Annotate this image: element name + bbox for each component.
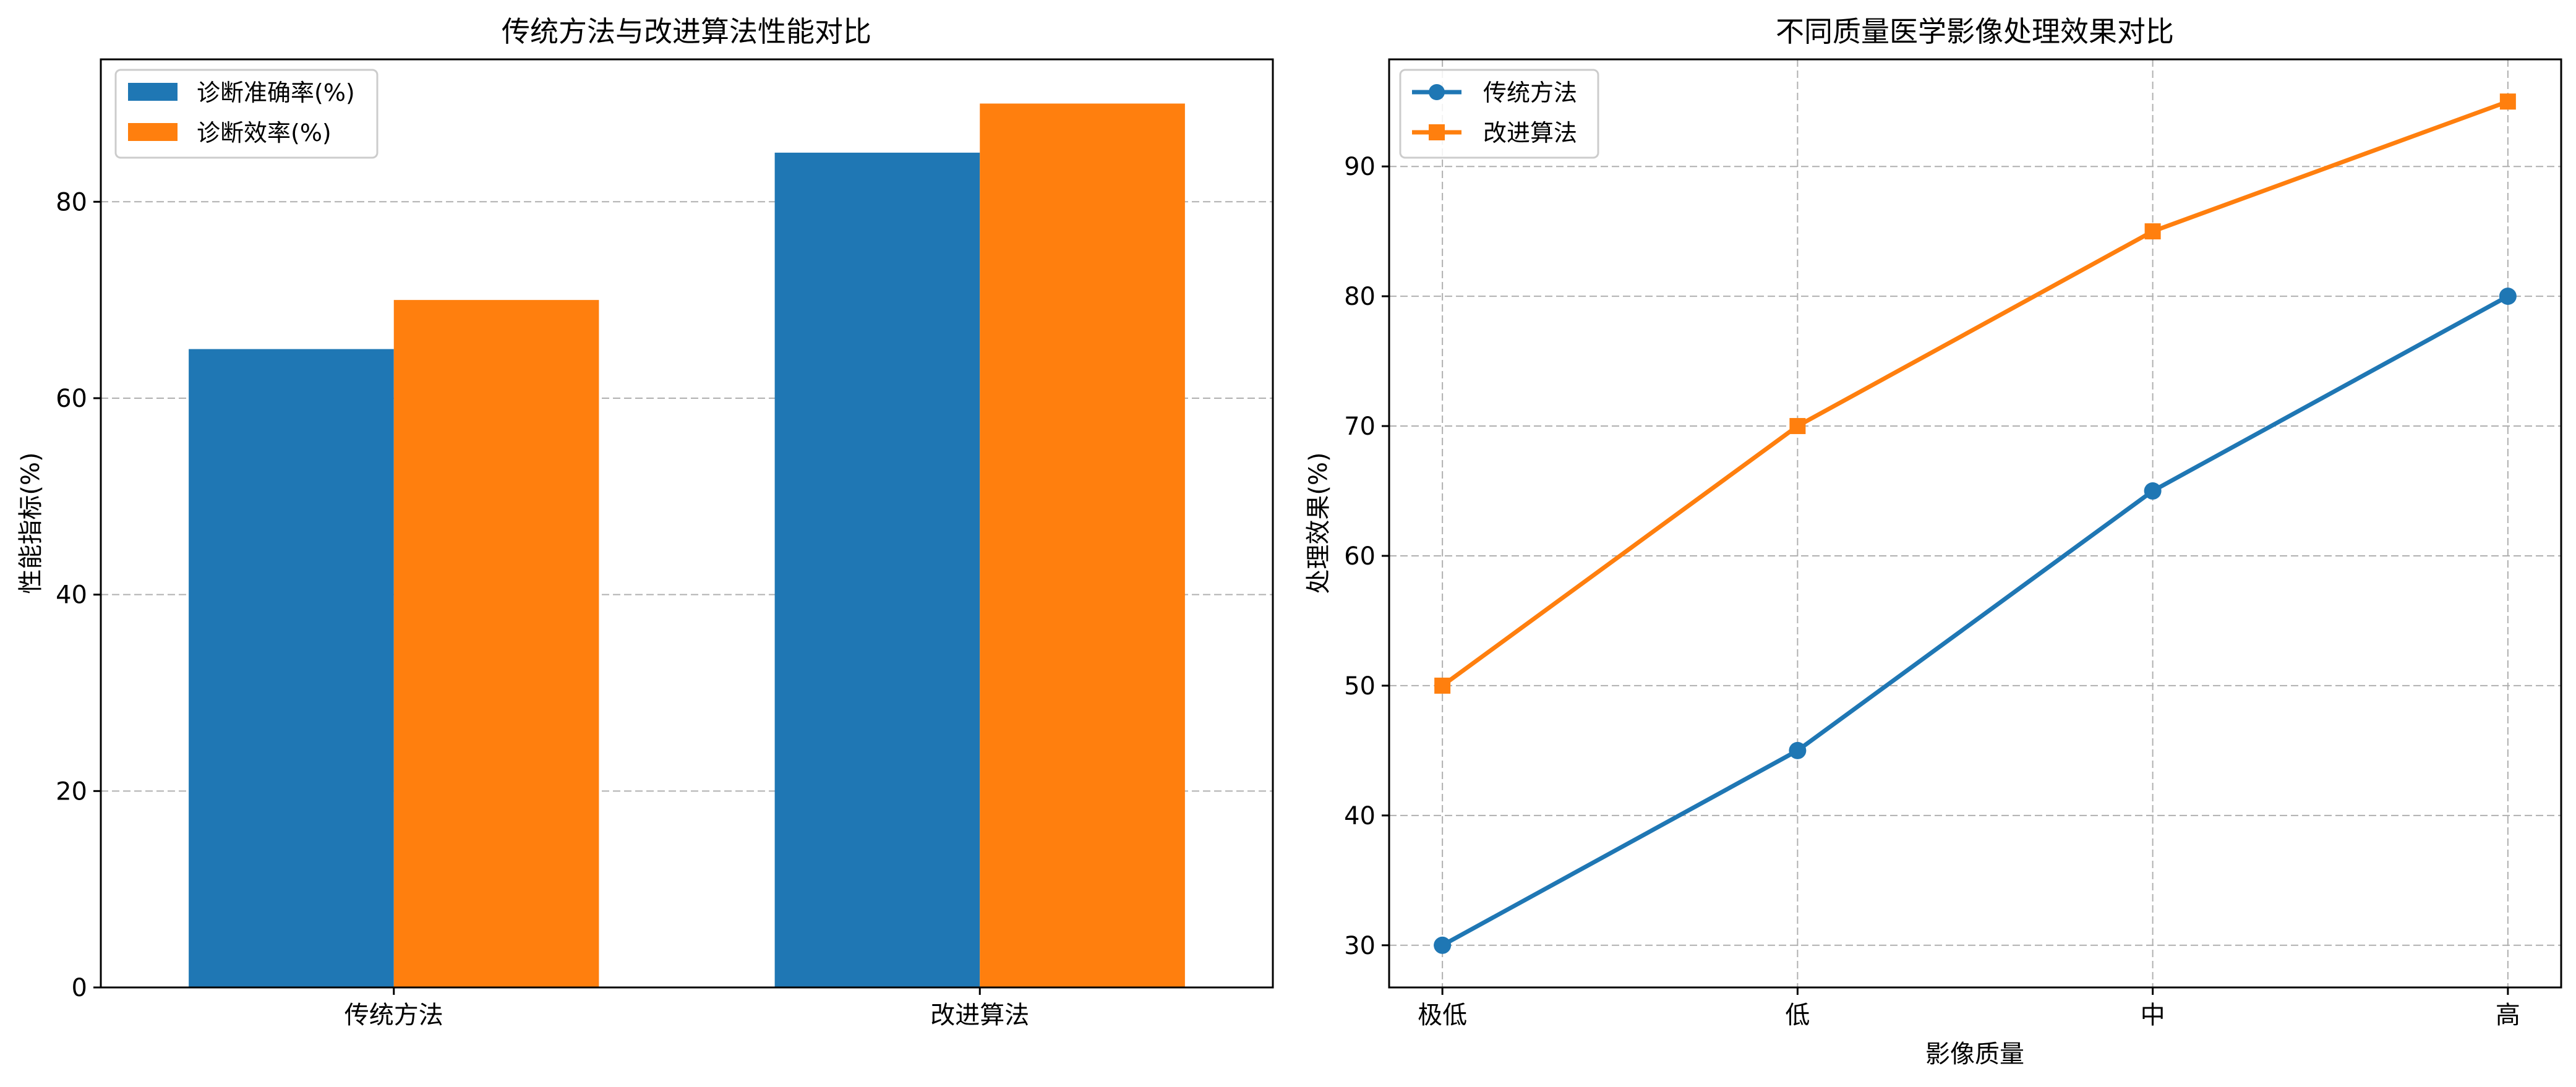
line-chart: 30 40 50 60 70 80 90 极低 低 中 高 不同质量医学影像处理效果对比 影像质量… xyxy=(1304,15,2562,1068)
line-point-traditional xyxy=(2144,482,2162,500)
bar-legend-box xyxy=(114,69,379,159)
bar-efficiency xyxy=(980,103,1185,987)
line-x-ticks: 极低 低 中 高 xyxy=(1418,987,2520,1029)
bar-y-tick-label: 0 xyxy=(72,974,87,1002)
line-point-improved xyxy=(1434,677,1451,694)
line-point-improved xyxy=(2144,223,2161,240)
line-x-tick-label: 高 xyxy=(2496,1001,2520,1029)
bar-y-ticks: 0 20 40 60 80 xyxy=(56,188,101,1002)
bar-legend-swatch-accuracy xyxy=(128,83,178,101)
bar-x-ticks: 传统方法 改进算法 xyxy=(344,987,1029,1029)
bar-legend: 诊断准确率(%) 诊断效率(%) xyxy=(114,69,379,159)
line-x-axis-label: 影像质量 xyxy=(1925,1040,2024,1068)
line-series-traditional xyxy=(1441,294,2509,947)
bar-accuracy xyxy=(774,152,980,988)
bar-plot-frame xyxy=(100,58,1274,989)
line-y-tick-label: 40 xyxy=(1344,802,1376,830)
line-plot-frame xyxy=(1388,58,2562,989)
line-marks xyxy=(1434,93,2517,954)
line-series-improved xyxy=(1441,99,2509,688)
bar-y-axis-label: 性能指标(%) xyxy=(17,452,45,594)
line-y-tick-label: 50 xyxy=(1344,672,1376,701)
line-legend-label-traditional: 传统方法 xyxy=(1483,79,1577,106)
line-point-traditional xyxy=(2499,288,2517,305)
bar-y-tick-label: 20 xyxy=(56,777,87,806)
line-y-axis-label: 处理效果(%) xyxy=(1304,452,1333,594)
line-gridlines xyxy=(1389,59,2561,987)
bar-legend-label-efficiency: 诊断效率(%) xyxy=(197,119,332,147)
line-point-improved xyxy=(1789,418,1806,435)
bar-chart: 0 20 40 60 80 传统方法 改进算法 传统方法与改进算法性能对比 性能指标(%)… xyxy=(17,15,1274,1029)
bar-chart-title: 传统方法与改进算法性能对比 xyxy=(502,15,871,48)
line-point-traditional xyxy=(1789,741,1807,759)
line-y-tick-label: 70 xyxy=(1344,412,1376,441)
bar-y-tick-label: 60 xyxy=(56,385,87,413)
bar-x-tick-label: 改进算法 xyxy=(930,1001,1029,1029)
bar-y-tick-label: 80 xyxy=(56,188,87,216)
bar-marks xyxy=(189,103,1185,988)
line-legend-marker-traditional xyxy=(1429,84,1445,100)
line-y-ticks: 30 40 50 60 70 80 90 xyxy=(1344,153,1389,960)
line-y-tick-label: 30 xyxy=(1344,932,1376,960)
line-x-tick-label: 中 xyxy=(2141,1001,2165,1029)
line-x-tick-label: 极低 xyxy=(1418,1001,1467,1029)
line-y-tick-label: 80 xyxy=(1344,283,1376,311)
bar-legend-label-accuracy: 诊断准确率(%) xyxy=(197,79,355,106)
line-legend-marker-improved xyxy=(1429,124,1445,140)
line-legend-label-improved: 改进算法 xyxy=(1483,119,1577,147)
line-point-traditional xyxy=(1434,936,1452,954)
line-point-improved xyxy=(2499,93,2516,110)
line-x-tick-label: 低 xyxy=(1785,1001,1810,1029)
bar-x-tick-label: 传统方法 xyxy=(344,1001,443,1029)
bar-legend-swatch-efficiency xyxy=(128,123,178,141)
bar-accuracy xyxy=(189,349,394,987)
line-y-tick-label: 90 xyxy=(1344,153,1376,181)
bar-y-tick-label: 40 xyxy=(56,581,87,610)
line-legend: 传统方法 改进算法 xyxy=(1399,69,1599,159)
line-y-tick-label: 60 xyxy=(1344,542,1376,571)
line-chart-title: 不同质量医学影像处理效果对比 xyxy=(1776,15,2174,48)
bar-efficiency xyxy=(393,300,599,987)
